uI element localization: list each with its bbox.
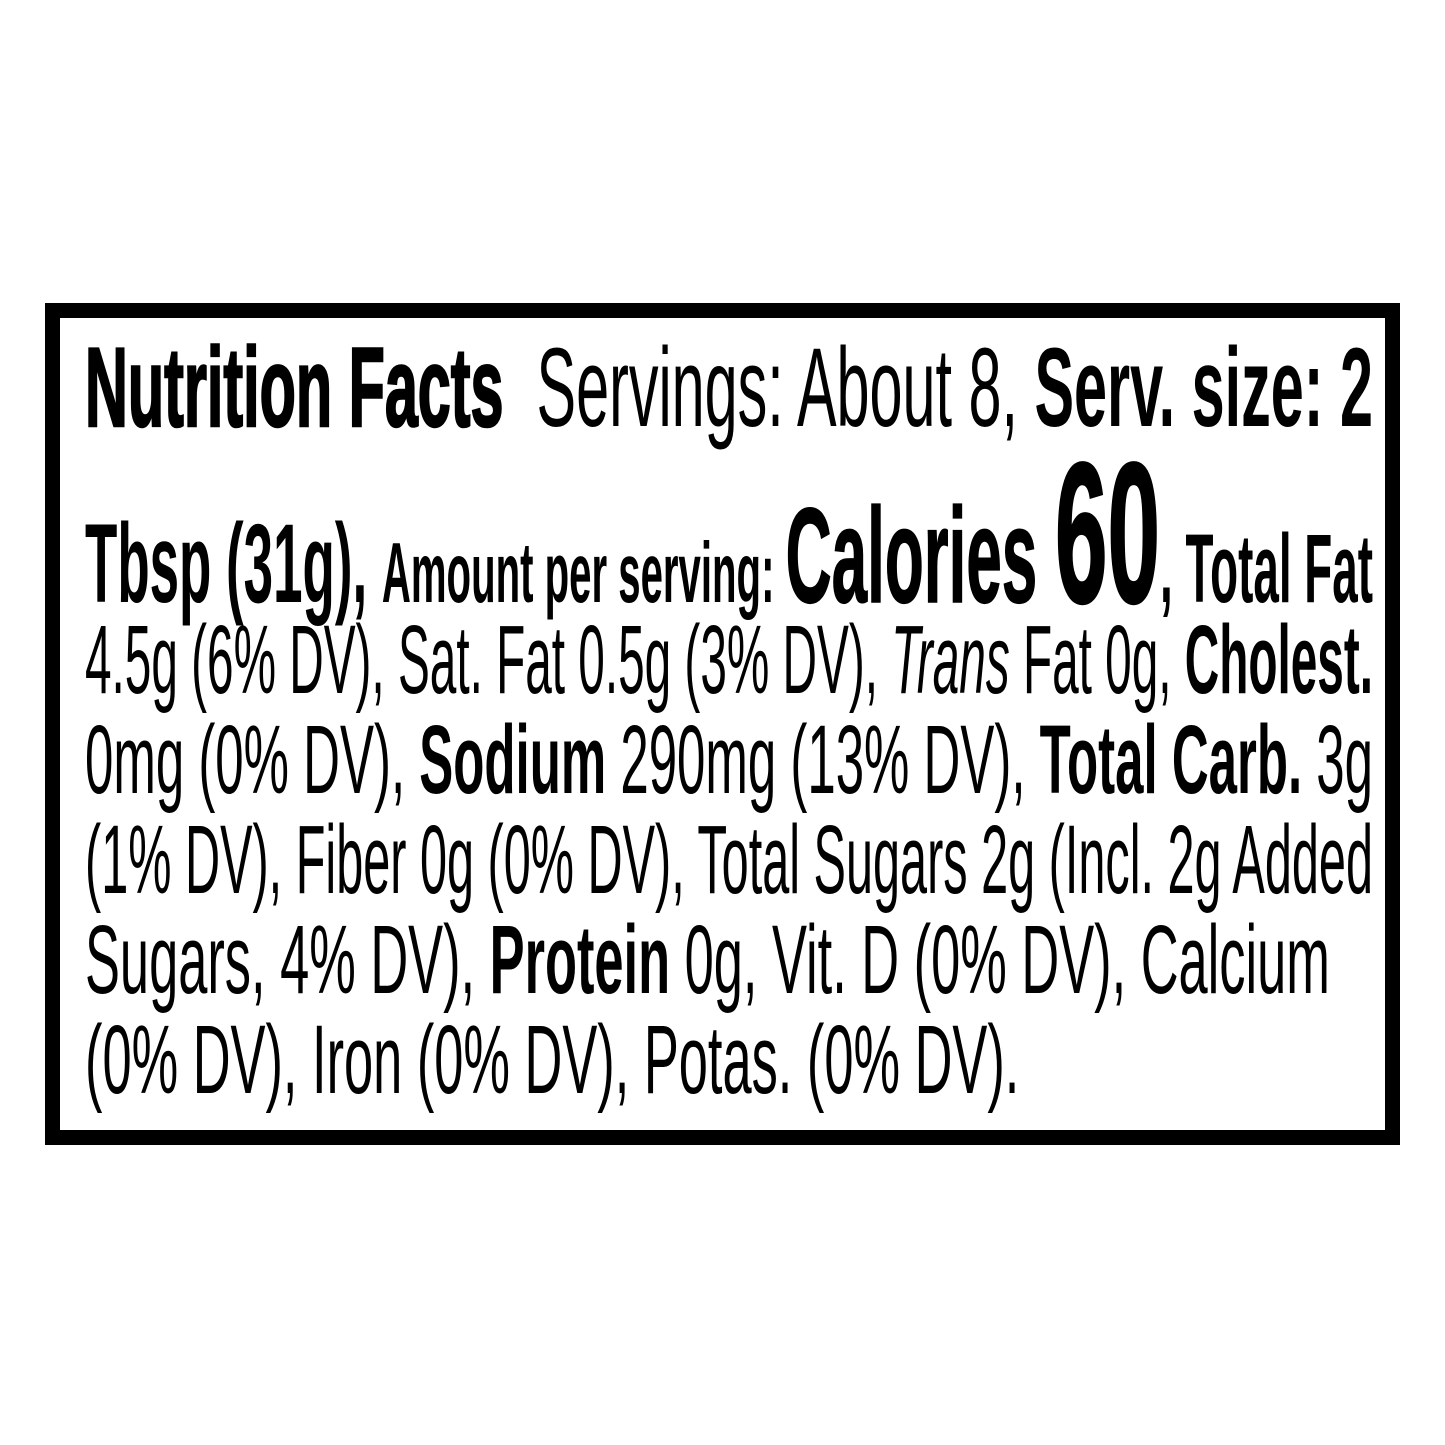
label-line-7: (0% DV), Iron (0% DV), Potas. (0% DV).: [85, 1010, 1373, 1110]
calories-value: 60: [1054, 422, 1161, 645]
sodium-label: Sodium: [419, 705, 607, 814]
line-6-text: Sugars, 4% DV), Protein 0g, Vit. D (0% D…: [85, 910, 1330, 1010]
label-line-3: 4.5g (6% DV), Sat. Fat 0.5g (3% DV), Tra…: [85, 610, 1373, 710]
total-carb-value: 3g: [1302, 705, 1373, 814]
trans-fat-word: Trans: [891, 605, 1010, 714]
servings-count: Servings: About 8,: [503, 325, 1035, 450]
label-line-4: 0mg (0% DV), Sodium 290mg (13% DV), Tota…: [85, 710, 1373, 810]
line-2-text: Tbsp (31g), Amount per serving: Calories…: [85, 432, 1373, 650]
nutrition-facts-title: Nutrition Facts: [84, 324, 504, 452]
protein-label: Protein: [489, 905, 671, 1014]
nutrition-facts-label: Nutrition Facts Servings: About 8, Serv.…: [45, 303, 1400, 1145]
line-4-text: 0mg (0% DV), Sodium 290mg (13% DV), Tota…: [85, 710, 1373, 810]
label-line-1: Nutrition Facts Servings: About 8, Serv.…: [84, 318, 1373, 458]
fat-values: 4.5g (6% DV), Sat. Fat 0.5g (3% DV),: [85, 605, 892, 714]
calories-label: Calories: [785, 479, 1055, 632]
line-7-text: (0% DV), Iron (0% DV), Potas. (0% DV).: [85, 1010, 1019, 1110]
cholesterol-label: Cholest.: [1184, 605, 1373, 714]
added-sugars-value: Sugars, 4% DV),: [85, 905, 490, 1014]
fiber-sugars-values: (1% DV), Fiber 0g (0% DV), Total Sugars …: [85, 805, 1373, 914]
total-fat-label: , Total Fat: [1160, 514, 1373, 623]
total-carb-label: Total Carb.: [1039, 705, 1303, 814]
label-line-5: (1% DV), Fiber 0g (0% DV), Total Sugars …: [85, 810, 1373, 910]
label-line-2: Tbsp (31g), Amount per serving: Calories…: [85, 432, 1373, 635]
serving-size-unit: Tbsp (31g),: [85, 501, 382, 626]
minerals-values: (0% DV), Iron (0% DV), Potas. (0% DV).: [85, 1005, 1020, 1114]
trans-fat-value: Fat 0g,: [1009, 605, 1185, 714]
amount-per-serving-label: Amount per serving:: [381, 526, 786, 621]
serving-size: Serv. size: 2: [1034, 325, 1373, 450]
protein-vitamin-values: 0g, Vit. D (0% DV), Calcium: [670, 905, 1330, 1014]
cholesterol-value: 0mg (0% DV),: [85, 705, 420, 814]
line-5-text: (1% DV), Fiber 0g (0% DV), Total Sugars …: [85, 810, 1373, 910]
sodium-value: 290mg (13% DV),: [606, 705, 1040, 814]
label-line-6: Sugars, 4% DV), Protein 0g, Vit. D (0% D…: [85, 910, 1373, 1010]
line-1-text: Nutrition Facts Servings: About 8, Serv.…: [84, 318, 1373, 458]
line-3-text: 4.5g (6% DV), Sat. Fat 0.5g (3% DV), Tra…: [85, 610, 1373, 710]
